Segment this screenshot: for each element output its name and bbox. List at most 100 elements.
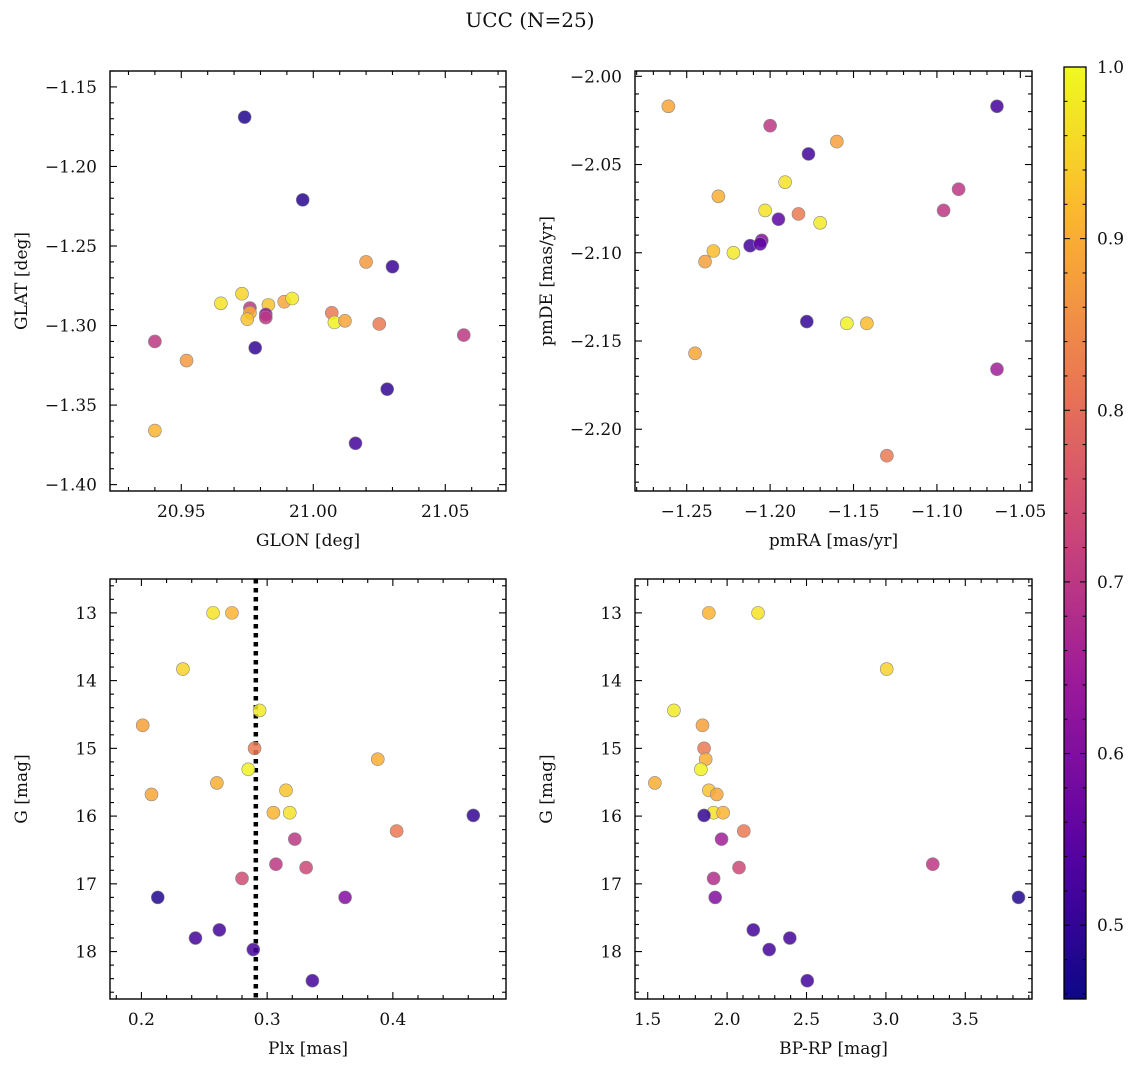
data-point	[385, 259, 400, 274]
colorbar-tick-label: 0.6	[1097, 745, 1124, 765]
data-point	[726, 245, 741, 260]
data-point	[880, 448, 894, 463]
data-point	[697, 808, 711, 823]
data-point	[295, 193, 310, 207]
data-point	[771, 212, 786, 227]
data-point	[951, 182, 966, 197]
y-tick-label: −2.05	[570, 156, 622, 176]
data-point	[176, 662, 190, 676]
data-point	[188, 931, 203, 945]
y-tick-label: 13	[600, 604, 622, 624]
x-tick-label: 0.4	[379, 1010, 406, 1030]
data-point	[225, 606, 239, 620]
data-point	[206, 606, 220, 620]
axes-frame	[634, 70, 1033, 492]
data-point	[299, 860, 313, 875]
data-point	[860, 316, 874, 331]
x-tick-label: 0.2	[128, 1010, 155, 1030]
data-point	[706, 871, 721, 886]
data-point	[380, 382, 395, 396]
data-point	[791, 207, 806, 221]
data-point	[282, 805, 297, 820]
x-tick-label: 21.05	[421, 502, 470, 522]
x-tick-label: −1.15	[827, 502, 879, 522]
y-tick-label: 17	[600, 875, 622, 895]
data-point	[648, 776, 662, 790]
axes-frame	[109, 70, 507, 492]
data-points	[148, 110, 471, 451]
data-point	[305, 973, 320, 988]
data-point	[800, 973, 815, 988]
x-tick-label: −1.20	[744, 502, 796, 522]
data-point	[247, 741, 262, 756]
axes-frame	[634, 578, 1033, 1000]
data-point	[246, 942, 261, 957]
y-tick-label: 13	[75, 604, 97, 624]
colorbar-tick-label: 0.9	[1097, 230, 1124, 250]
y-tick-label: 14	[600, 672, 622, 692]
data-point	[716, 805, 730, 820]
colorbar-gradient	[1063, 66, 1087, 1000]
x-tick-label: 2.5	[793, 1010, 820, 1030]
colorbar-tick-label: 0.8	[1097, 401, 1124, 421]
data-point	[287, 832, 302, 846]
data-points	[135, 606, 481, 988]
data-point	[466, 808, 481, 823]
data-point	[695, 718, 710, 733]
data-point	[214, 296, 228, 311]
data-point	[763, 118, 777, 133]
x-tick-label: 1.5	[634, 1010, 661, 1030]
axis-ticks	[635, 71, 1032, 491]
data-point	[694, 762, 708, 777]
data-point	[711, 189, 726, 204]
data-point	[359, 255, 373, 269]
colorbar: 0.5 0.6 0.7 0.8 0.9 1.0	[1063, 58, 1124, 1000]
scatter-panel-3: 0.2 0.3 0.4 13 14 15 16 17 18 Plx [mas] G [mag]	[12, 578, 507, 1059]
y-tick-label: 16	[75, 807, 97, 827]
data-point	[212, 923, 227, 937]
axis-ticks	[110, 70, 506, 491]
data-point	[667, 703, 681, 718]
y-tick-label: 15	[75, 739, 97, 759]
data-point	[237, 110, 252, 124]
data-point	[800, 314, 814, 329]
data-point	[830, 134, 844, 149]
y-axis-label: G [mag]	[537, 754, 557, 823]
data-point	[879, 662, 894, 676]
y-tick-label: −1.15	[45, 78, 97, 98]
data-point	[709, 787, 724, 802]
data-point	[753, 237, 767, 251]
data-point	[702, 606, 716, 620]
data-point	[990, 362, 1004, 377]
axis-ticks	[110, 579, 506, 999]
axis-ticks	[635, 579, 1032, 999]
scatter-panel-4: 1.5 2.0 2.5 3.0 3.5 13 14 15 16 17 18 BP-RP [mag] G …	[537, 578, 1033, 1059]
y-tick-label: 15	[600, 739, 622, 759]
y-axis-label: pmDE [mas/yr]	[537, 216, 557, 346]
y-tick-label: 17	[75, 875, 97, 895]
data-point	[813, 215, 827, 230]
data-point	[746, 923, 761, 937]
data-point	[370, 752, 385, 766]
data-point	[840, 316, 854, 331]
figure-title: UCC (N=25)	[465, 8, 594, 32]
axes-frame	[109, 578, 507, 1000]
data-point	[801, 147, 816, 161]
data-point	[144, 787, 159, 802]
y-tick-label: −2.10	[570, 244, 622, 264]
data-point	[135, 718, 150, 733]
x-axis-label: Plx [mas]	[268, 1039, 348, 1059]
data-point	[758, 203, 772, 218]
data-point	[241, 762, 256, 777]
y-tick-label: −1.35	[45, 396, 97, 416]
data-point	[990, 99, 1004, 114]
colorbar-tick-label: 1.0	[1097, 58, 1124, 78]
y-tick-label: −1.25	[45, 237, 97, 257]
data-point	[269, 857, 283, 871]
x-tick-label: 3.0	[872, 1010, 899, 1030]
data-point	[179, 353, 194, 368]
x-tick-label: 2.0	[714, 1010, 741, 1030]
data-point	[240, 312, 255, 326]
y-tick-label: −1.40	[45, 476, 97, 496]
